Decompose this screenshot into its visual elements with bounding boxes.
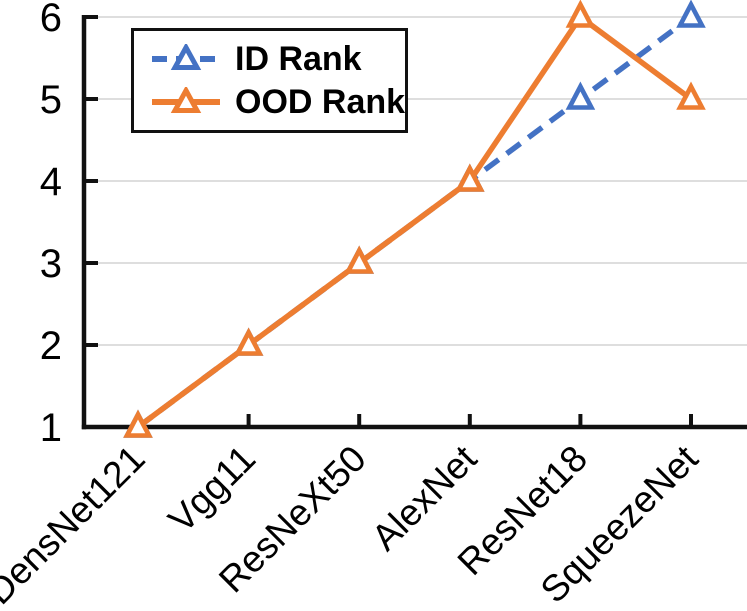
y-tick-label: 1: [40, 406, 62, 450]
marker-id-rank: [565, 81, 596, 110]
marker-id-rank: [676, 0, 706, 28]
marker-ood-rank: [676, 81, 706, 110]
series-line-ood-rank: [136, 14, 693, 430]
series-lines-layer: [123, 0, 706, 438]
x-category-label: Vgg11: [161, 438, 264, 541]
y-tick-label: 5: [40, 78, 62, 122]
marker-ood-rank: [344, 245, 375, 274]
x-category-label: DensNet121: [0, 438, 153, 611]
id-rank-line-sample-icon: [152, 44, 220, 71]
legend-item-ood-rank: OOD Rank: [150, 85, 405, 119]
legend: ID Rank OOD Rank: [131, 28, 408, 133]
marker-ood-rank: [123, 409, 153, 438]
y-tick-label: 3: [40, 242, 62, 286]
marker-ood-rank: [233, 327, 264, 356]
axes-layer: [81, 15, 747, 430]
marker-ood-rank: [454, 163, 485, 192]
ood-rank-line-sample-icon: [152, 86, 220, 113]
marker-ood-rank: [565, 0, 596, 28]
y-tick-label: 4: [40, 160, 62, 204]
legend-label-ood-rank: OOD Rank: [235, 82, 406, 121]
legend-item-id-rank: ID Rank: [150, 42, 401, 76]
legend-label-id-rank: ID Rank: [235, 40, 362, 79]
y-tick-label: 2: [40, 324, 62, 368]
y-tick-label: 6: [40, 0, 62, 40]
